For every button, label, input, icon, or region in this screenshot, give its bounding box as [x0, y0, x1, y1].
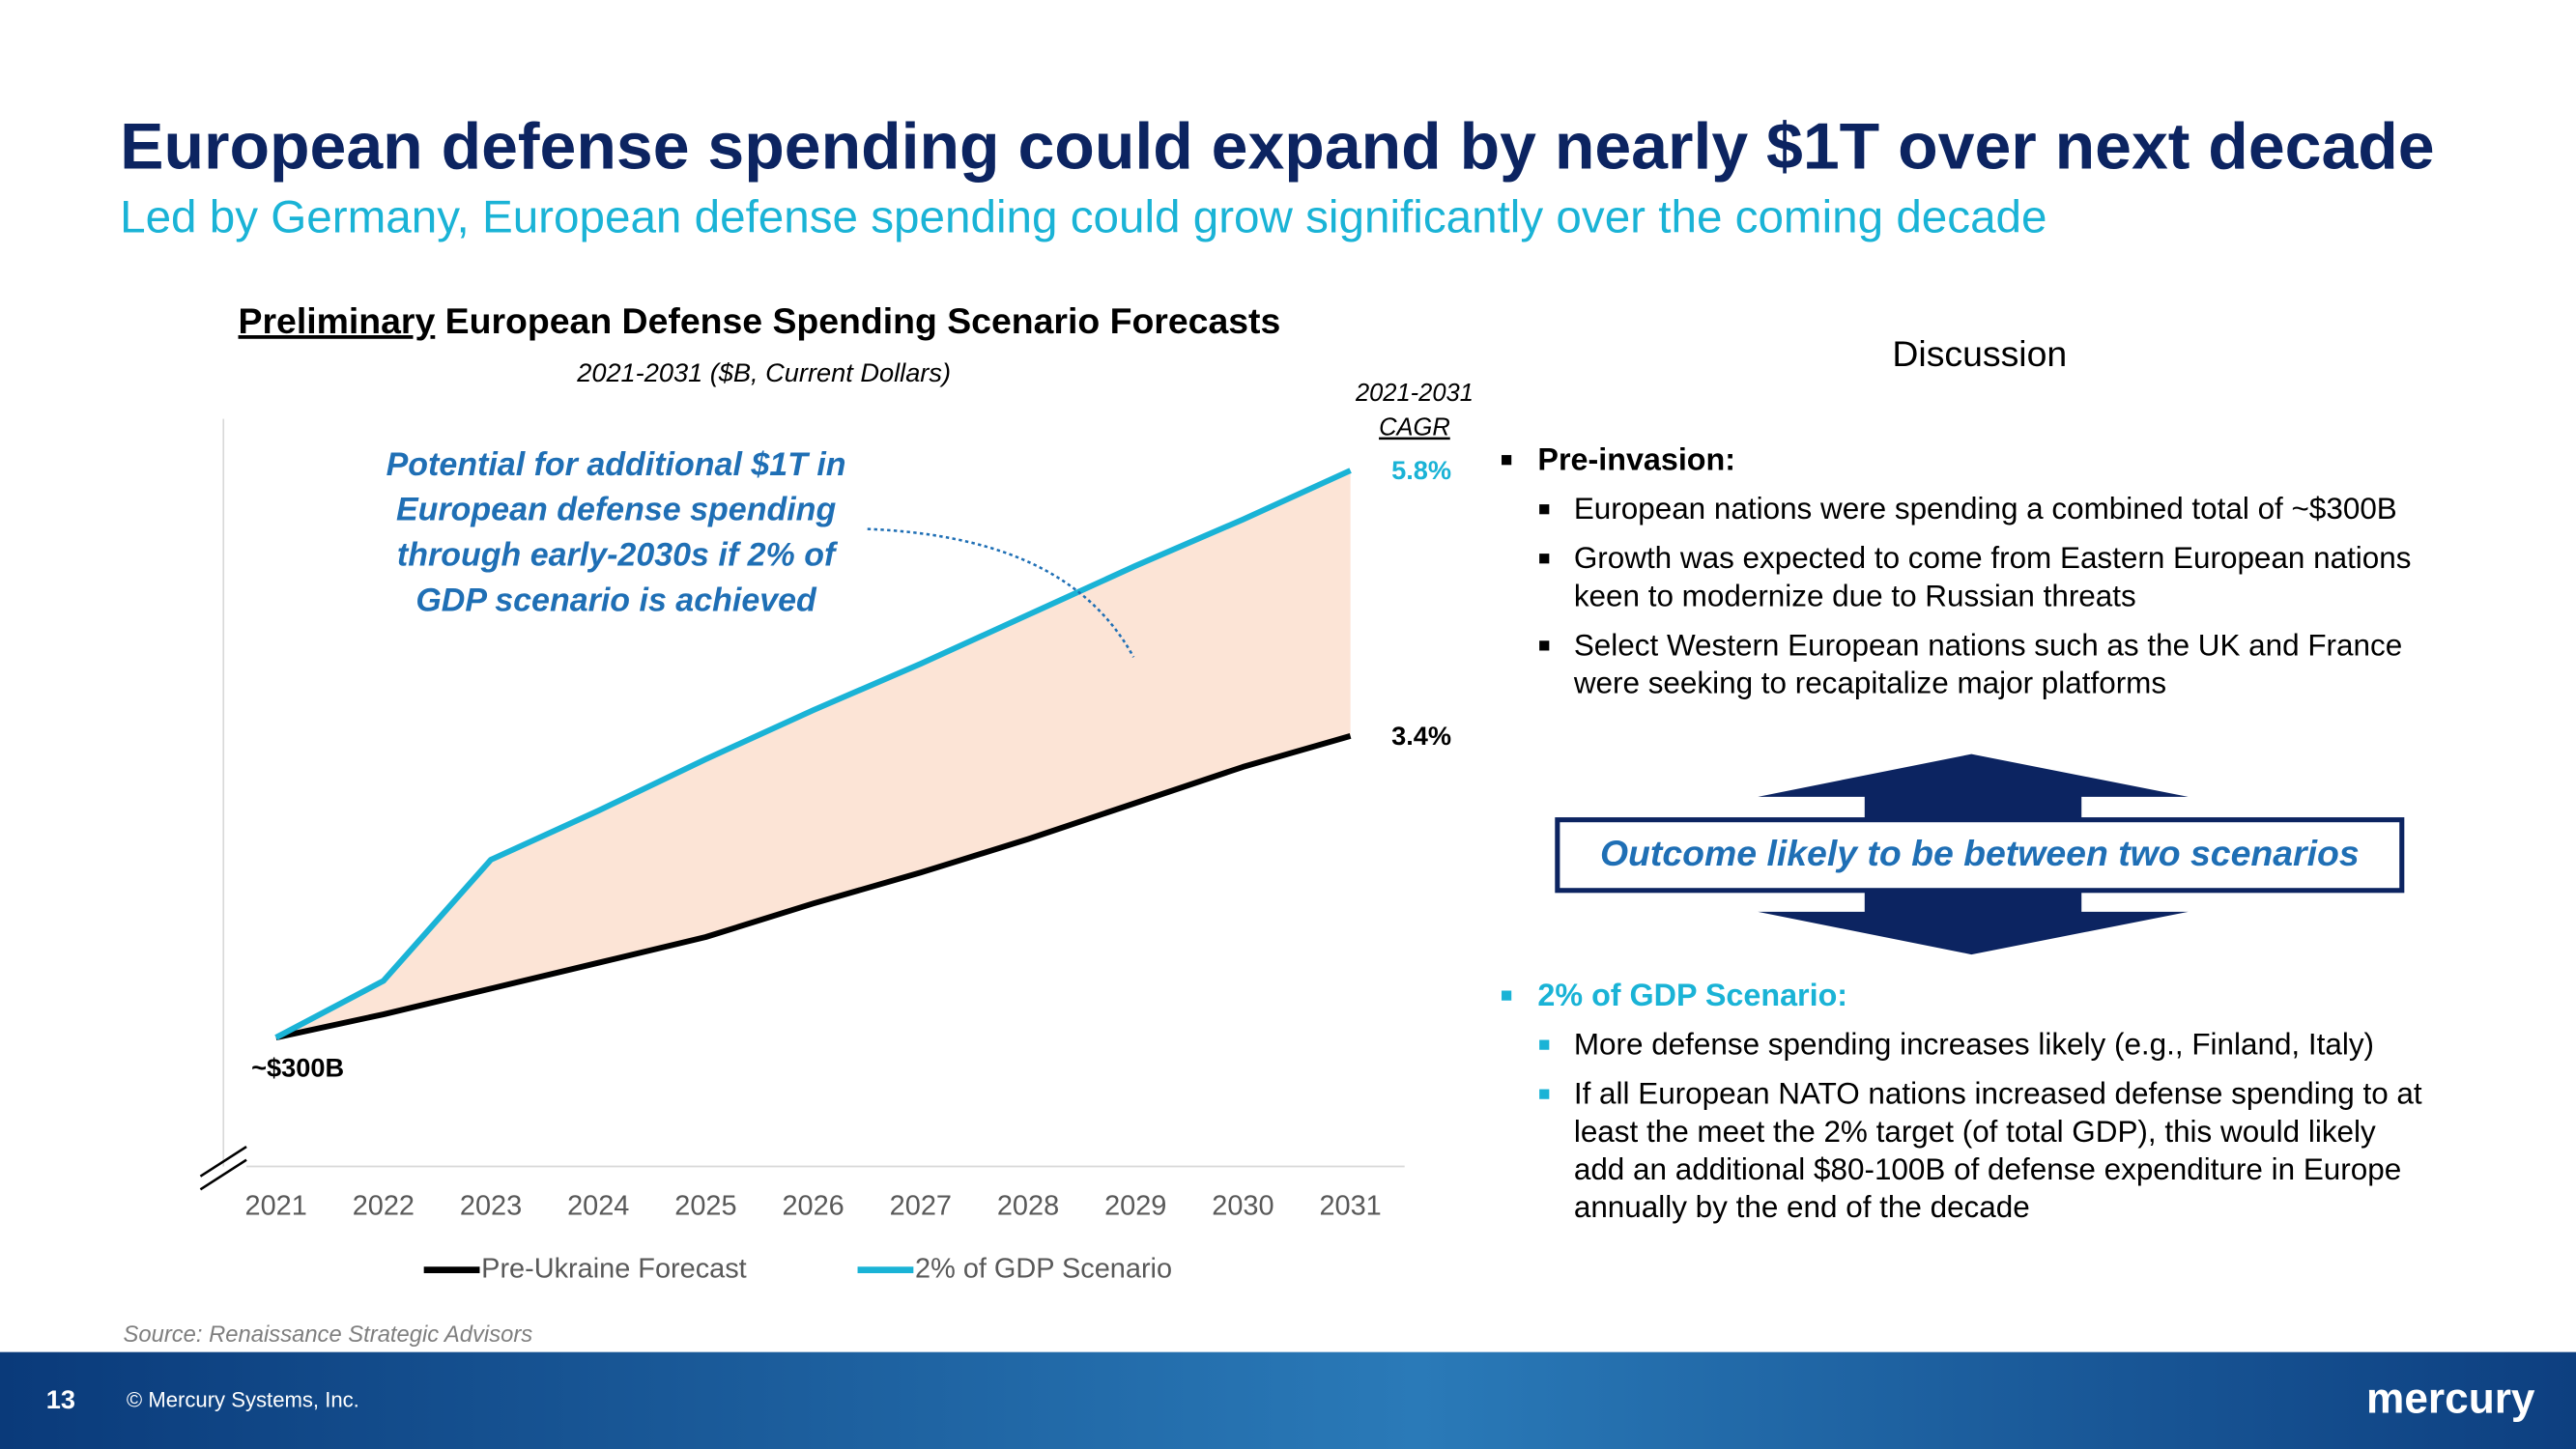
annotation: GDP scenario is achieved: [415, 582, 817, 618]
annotation: Potential for additional $1T in: [386, 446, 846, 483]
bullet-marker: [1502, 455, 1512, 466]
x-tick-label: 2022: [353, 1191, 415, 1222]
chart-subtitle: 2021-2031 ($B, Current Dollars): [576, 357, 951, 387]
x-tick-label: 2030: [1212, 1191, 1274, 1222]
slide-title: European defense spending could expand b…: [120, 109, 2435, 183]
bullet-text: Growth was expected to come from Eastern…: [1574, 541, 2412, 575]
copyright: © Mercury Systems, Inc.: [127, 1388, 359, 1412]
bullet-text: annually by the end of the decade: [1574, 1190, 2030, 1224]
bullet-marker: [1539, 1039, 1550, 1050]
x-tick-label: 2028: [997, 1191, 1059, 1222]
bullet-marker: [1539, 554, 1550, 564]
bullet-marker: [1539, 640, 1550, 651]
annotation: European defense spending: [396, 492, 836, 528]
discussion-title: Discussion: [1892, 333, 2067, 374]
chart-title: Preliminary European Defense Spending Sc…: [239, 300, 1281, 341]
x-tick-label: 2023: [460, 1191, 522, 1222]
cagr-header: 2021-2031: [1355, 380, 1474, 407]
end-label: 5.8%: [1391, 455, 1451, 485]
x-tick-label: 2025: [674, 1191, 736, 1222]
legend-label: Pre-Ukraine Forecast: [481, 1253, 747, 1284]
x-tick-label: 2027: [890, 1191, 952, 1222]
start-label: ~$300B: [251, 1052, 344, 1082]
bullet-text: least the meet the 2% target (of total G…: [1574, 1115, 2376, 1149]
logo: mercury: [2366, 1375, 2535, 1422]
bullet-marker: [1539, 1089, 1550, 1099]
source: Source: Renaissance Strategic Advisors: [124, 1321, 533, 1348]
footer-band: [0, 1351, 2576, 1449]
bullet-marker: [1539, 504, 1550, 515]
x-tick-label: 2026: [782, 1191, 844, 1222]
section-heading: Pre-invasion:: [1537, 441, 1735, 476]
cagr-header: CAGR: [1379, 414, 1450, 441]
bullet-text: add an additional $80-100B of defense ex…: [1574, 1152, 2401, 1186]
x-tick-label: 2029: [1104, 1191, 1166, 1222]
legend-label: 2% of GDP Scenario: [915, 1253, 1172, 1284]
page-number: 13: [46, 1384, 75, 1414]
x-tick-label: 2021: [245, 1191, 307, 1222]
end-label: 3.4%: [1391, 721, 1451, 751]
area-between: [275, 470, 1351, 1038]
series-line: [274, 468, 1352, 1040]
x-tick-label: 2024: [567, 1191, 629, 1222]
axis-break: [199, 1158, 247, 1191]
bullet-text: European nations were spending a combine…: [1574, 492, 2397, 526]
chart-title-main: European Defense Spending Scenario Forec…: [445, 300, 1281, 341]
annotation: through early-2030s if 2% of: [397, 537, 839, 574]
section-heading: 2% of GDP Scenario:: [1537, 978, 1847, 1012]
axis-break: [199, 1146, 247, 1178]
plot: 3.4% 5.8% 2021 2022 2023 2024 2025 2026 2027 2028…: [245, 380, 1474, 1284]
chart-title-emphasis: Preliminary: [239, 300, 436, 341]
bullet-text: More defense spending increases likely (…: [1574, 1028, 2374, 1062]
bullet-text: were seeking to recapitalize major platf…: [1573, 666, 2166, 699]
bullet-text: keen to modernize due to Russian threats: [1574, 579, 2136, 612]
discussion: Pre-invasion: European nations were spend…: [1502, 441, 2422, 1224]
bullet-text: If all European NATO nations increased d…: [1574, 1077, 2422, 1111]
callout-box: [1555, 817, 2405, 894]
callout: Outcome likely to be between two scenari…: [1600, 833, 2360, 873]
series-line: [275, 733, 1352, 1040]
annotation-connector: [867, 527, 1135, 658]
bullet-marker: [1502, 990, 1512, 1001]
x-tick-label: 2031: [1319, 1191, 1381, 1222]
bullet-text: Select Western European nations such as …: [1574, 628, 2402, 662]
slide-subtitle: Led by Germany, European defense spendin…: [120, 191, 2046, 242]
